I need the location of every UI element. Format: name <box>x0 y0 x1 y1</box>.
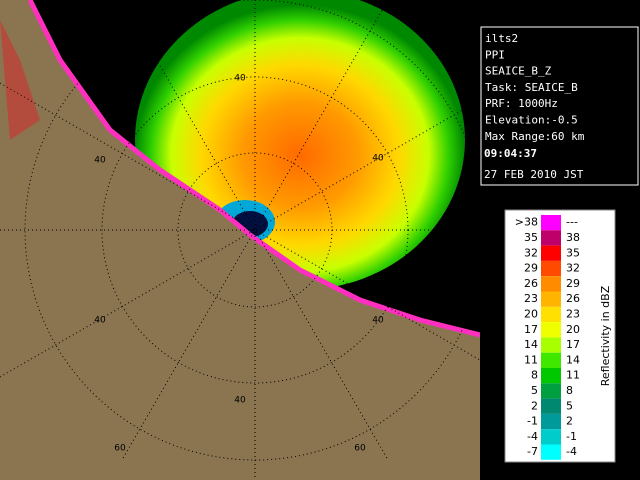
time: 09:04:37 <box>484 147 537 160</box>
legend-high: 38 <box>566 231 580 244</box>
info-box <box>480 26 639 186</box>
land <box>0 0 480 480</box>
range-label: 60 <box>354 444 366 454</box>
legend-swatch <box>541 413 561 430</box>
info-line: ilts2 <box>485 32 518 45</box>
legend-low: 11 <box>524 353 538 366</box>
legend-axis-label: Reflectivity in dBZ <box>599 285 612 386</box>
legend-high: 23 <box>566 307 580 320</box>
legend-swatch <box>541 368 561 384</box>
legend-low: 32 <box>524 246 538 259</box>
legend-high: 8 <box>566 384 573 397</box>
legend-low: 17 <box>524 323 538 336</box>
info-line: Elevation:-0.5 <box>485 114 578 127</box>
legend-low: 8 <box>531 369 538 382</box>
range-label: 40 <box>372 154 384 164</box>
legend-low: -1 <box>527 415 538 428</box>
legend-low: >38 <box>515 216 538 229</box>
legend-low: 20 <box>524 307 538 320</box>
legend-low: 2 <box>531 399 538 412</box>
legend-high: -1 <box>566 430 577 443</box>
legend-swatch <box>541 306 561 323</box>
legend-swatch <box>541 245 561 261</box>
legend-low: 29 <box>524 262 538 275</box>
legend-low: 26 <box>524 277 538 290</box>
legend-low: -7 <box>527 445 538 458</box>
legend-high: 32 <box>566 262 580 275</box>
legend-swatch <box>541 291 561 307</box>
legend-high: 29 <box>566 277 580 290</box>
radar-image: 60 40 40 40 40 40 40 60 60 <box>0 0 485 480</box>
legend-high: 2 <box>566 415 573 428</box>
info-line: Max Range:60 km <box>485 130 585 143</box>
legend-swatch <box>541 322 561 338</box>
date: 27 FEB 2010 JST <box>484 168 584 181</box>
legend-low: 35 <box>524 231 538 244</box>
range-label: 60 <box>116 28 128 38</box>
legend-high: 20 <box>566 323 580 336</box>
legend-swatch <box>541 260 561 277</box>
range-label: 40 <box>234 74 246 84</box>
legend-swatch <box>541 383 561 399</box>
range-label: 40 <box>372 316 384 326</box>
legend-swatch <box>541 444 561 460</box>
legend-swatch <box>541 276 561 292</box>
legend-low: -4 <box>527 430 538 443</box>
info-line: Task: SEAICE_B <box>485 81 578 94</box>
legend-swatch <box>541 230 561 246</box>
info-line: PPI <box>485 48 505 61</box>
legend-swatch <box>541 398 561 414</box>
legend-high: 35 <box>566 246 580 259</box>
legend-low: 14 <box>524 338 538 351</box>
legend-high: 26 <box>566 292 580 305</box>
legend-high: 17 <box>566 338 580 351</box>
legend-swatch <box>541 429 561 445</box>
legend-swatch <box>541 215 561 231</box>
info-line: SEAICE_B_Z <box>485 65 552 78</box>
range-label: 40 <box>234 396 246 406</box>
legend-high: -4 <box>566 445 577 458</box>
legend-swatch <box>541 352 561 368</box>
legend-high: --- <box>566 216 578 229</box>
range-rings <box>0 0 485 480</box>
legend-high: 14 <box>566 353 580 366</box>
legend-high: 11 <box>566 369 580 382</box>
info-line: PRF: 1000Hz <box>485 97 558 110</box>
range-label: 40 <box>94 156 106 166</box>
range-label: 40 <box>94 316 106 326</box>
legend-low: 23 <box>524 292 538 305</box>
legend-swatch <box>541 337 561 353</box>
range-label: 60 <box>114 444 126 454</box>
legend-high: 5 <box>566 399 573 412</box>
legend-low: 5 <box>531 384 538 397</box>
